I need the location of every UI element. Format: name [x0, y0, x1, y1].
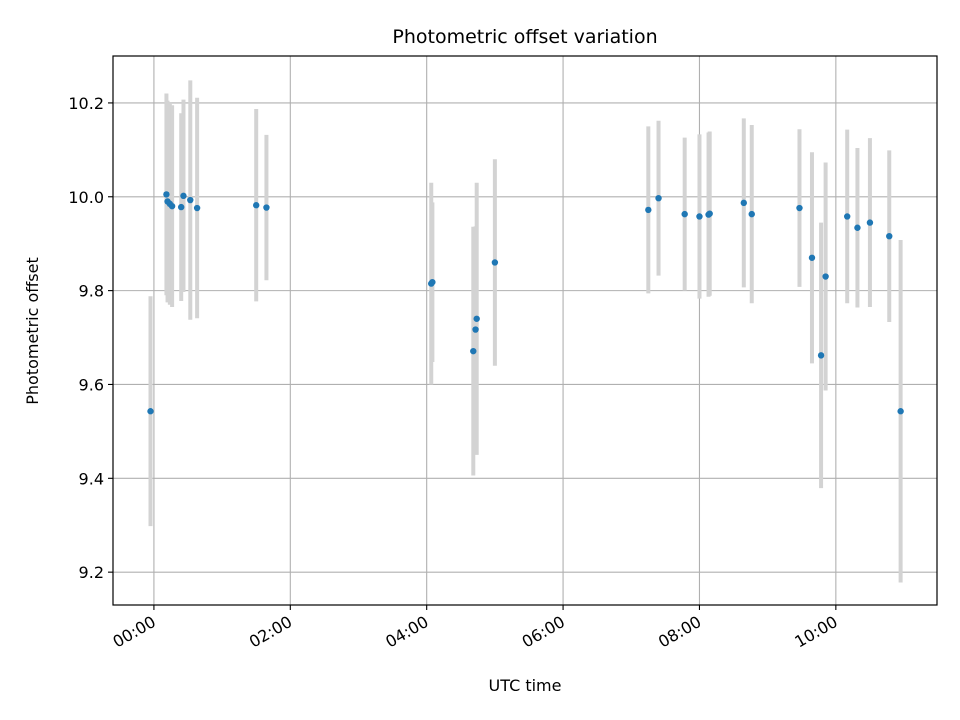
- data-point: [263, 204, 270, 211]
- data-point: [897, 408, 904, 415]
- data-point: [193, 204, 201, 212]
- y-tick-label: 9.2: [79, 563, 104, 582]
- data-point: [681, 210, 688, 218]
- y-tick-label: 9.8: [79, 282, 104, 301]
- data-point: [177, 203, 185, 211]
- x-axis-label: UTC time: [489, 676, 562, 695]
- data-point: [886, 232, 893, 240]
- data-points: [147, 191, 904, 415]
- data-point: [817, 352, 825, 359]
- data-point: [808, 254, 816, 261]
- data-point: [491, 259, 499, 266]
- y-tick-label: 10.0: [68, 188, 104, 207]
- y-tick-label: 10.2: [68, 94, 104, 113]
- data-point: [187, 196, 194, 204]
- data-point: [655, 194, 662, 202]
- data-point: [147, 408, 154, 415]
- data-point: [854, 224, 861, 231]
- data-point: [796, 204, 803, 212]
- data-point: [180, 192, 187, 200]
- y-tick-label: 9.6: [79, 375, 104, 394]
- data-point: [822, 273, 829, 280]
- grid: [113, 56, 937, 605]
- data-point: [696, 213, 703, 220]
- data-point: [163, 191, 170, 198]
- data-point: [473, 315, 480, 322]
- data-point: [168, 202, 176, 210]
- data-point: [748, 210, 755, 218]
- y-axis-label: Photometric offset: [23, 257, 42, 405]
- plot-frame: [112, 55, 938, 606]
- data-point: [866, 219, 874, 226]
- data-point: [472, 326, 479, 333]
- data-point: [645, 206, 652, 214]
- data-point: [706, 210, 713, 217]
- data-point: [470, 347, 477, 355]
- data-point: [740, 199, 747, 207]
- data-point: [429, 278, 436, 286]
- chart-title: Photometric offset variation: [392, 26, 657, 48]
- data-point: [253, 202, 260, 209]
- y-axis-ticks: 9.2 9.4 9.6 9.8 10.0 10.2: [68, 94, 113, 582]
- data-point: [844, 213, 851, 220]
- y-tick-label: 9.4: [79, 469, 104, 488]
